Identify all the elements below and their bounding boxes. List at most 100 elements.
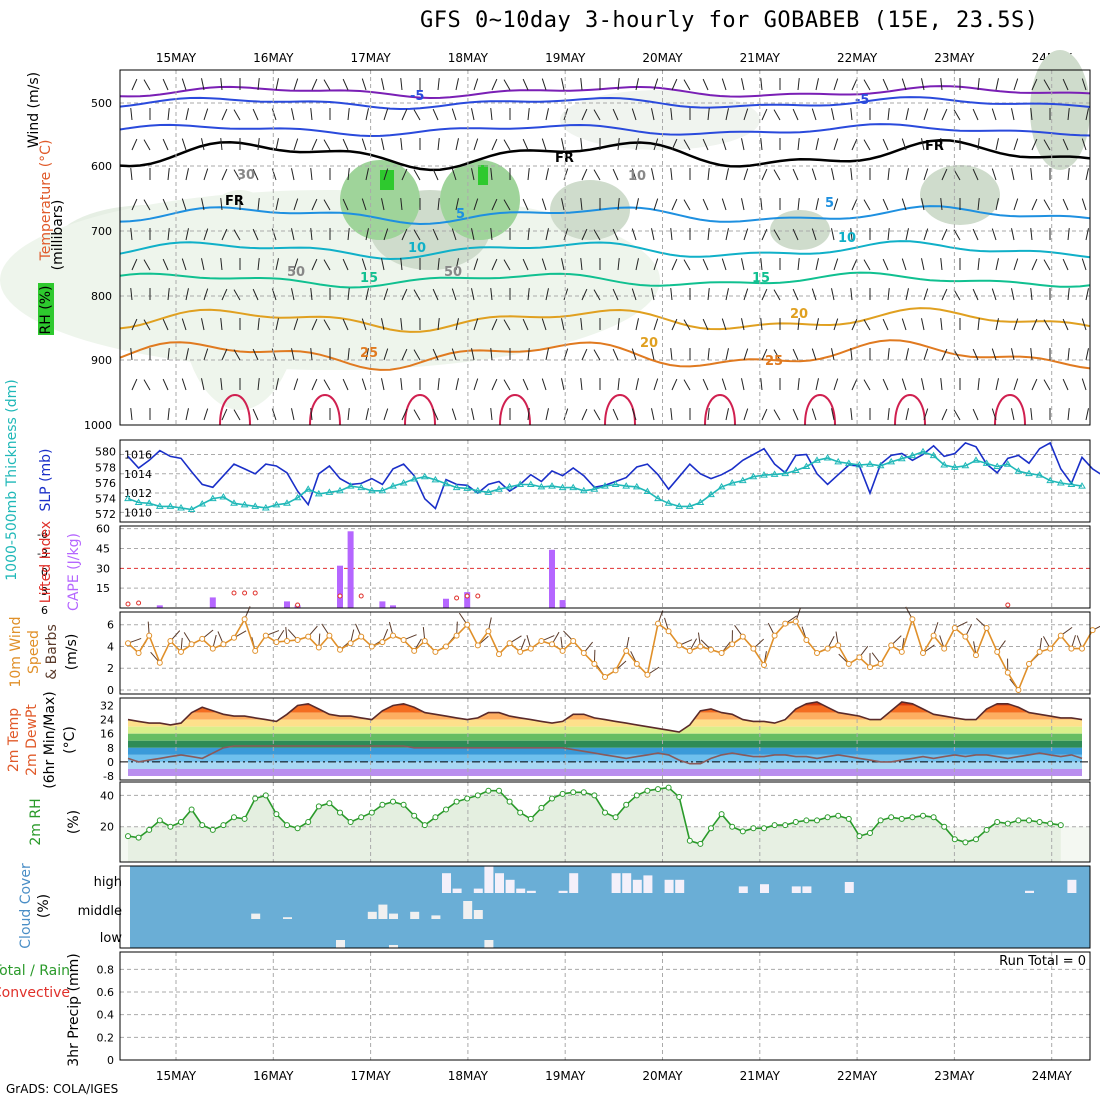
bottom-day-label: 20MAY	[642, 1069, 683, 1083]
lifted-index-point	[126, 602, 130, 606]
rh-line-point	[210, 827, 215, 832]
high-cloud-bar	[559, 891, 568, 893]
pressure-tick: 600	[91, 160, 112, 173]
wind-speed-line-point	[751, 646, 756, 651]
rh-line-point	[698, 841, 703, 846]
rh-line-point	[232, 815, 237, 820]
wind-speed-line-point	[444, 644, 449, 649]
contour-label: 30	[237, 168, 255, 183]
slp-tick: 1010	[124, 506, 152, 519]
bottom-day-label: 23MAY	[934, 1069, 975, 1083]
wind-speed-line-point	[762, 662, 767, 667]
high-cloud-bar	[495, 873, 504, 893]
wind-speed-line-point	[327, 633, 332, 638]
middle-cloud-bar	[463, 901, 472, 919]
wind-speed-line-point	[836, 643, 841, 648]
bottom-day-label: 15MAY	[156, 1069, 197, 1083]
rh-line-point	[825, 815, 830, 820]
rh-line-point	[931, 815, 936, 820]
rh-line-point	[454, 799, 459, 804]
temp-band	[120, 762, 1090, 769]
wind-speed-line-point	[963, 634, 968, 639]
wind-speed-line-point	[306, 634, 311, 639]
wind-speed-line-point	[624, 648, 629, 653]
wind-speed-line-point	[899, 649, 904, 654]
high-cloud-bar	[527, 891, 536, 893]
wind-speed-line-point	[528, 646, 533, 651]
rh-line-point	[942, 824, 947, 829]
wind-speed-line-point	[338, 647, 343, 652]
rh-tick: 20	[100, 821, 114, 834]
contour-label: 20	[640, 336, 658, 351]
rh-line-point	[995, 820, 1000, 825]
precip-tick: 0.6	[97, 986, 115, 999]
cloud-axis-label-1: Cloud Cover	[18, 863, 34, 949]
wind-speed-line	[128, 619, 1093, 690]
wind-speed-line-point	[921, 651, 926, 656]
cape-tick: 45	[96, 542, 110, 555]
temp-tick: 32	[100, 700, 114, 713]
high-cloud-bar	[442, 873, 451, 893]
wind-speed-line-point	[263, 633, 268, 638]
wind-speed-line-point	[179, 649, 184, 654]
wind-speed-line-point	[295, 637, 300, 642]
contour-label: 5	[456, 207, 465, 222]
rh-line-point	[624, 802, 629, 807]
middle-cloud-bar	[368, 912, 377, 919]
top-day-label: 22MAY	[837, 51, 878, 65]
cloud-level-label: high	[94, 875, 122, 890]
middle-cloud-bar	[431, 915, 440, 919]
wind-speed-line-point	[242, 617, 247, 622]
rh-line-point	[952, 837, 957, 842]
rh-line-point	[348, 820, 353, 825]
rh-line-point	[603, 810, 608, 815]
rh-line-point	[613, 815, 618, 820]
cloud-axis-label-2: (%)	[36, 894, 52, 918]
rh-line-point	[1048, 821, 1053, 826]
bottom-day-label: 24MAY	[1032, 1069, 1073, 1083]
temp-axis-label-4: (°C)	[62, 726, 78, 754]
rh-line-point	[147, 827, 152, 832]
wind-speed-line-point	[910, 617, 915, 622]
rh-line-point	[740, 829, 745, 834]
contour-label: 5	[825, 196, 834, 211]
rh-line-point	[497, 788, 502, 793]
wind-speed-line-point	[1016, 688, 1021, 693]
wind-speed-line-point	[698, 644, 703, 649]
top-day-label: 21MAY	[740, 51, 781, 65]
rh-line-point	[157, 818, 162, 823]
slp-tick: 1014	[124, 468, 152, 481]
rh-line-point	[889, 815, 894, 820]
lifted-index-point	[465, 594, 469, 598]
middle-cloud-bar	[474, 910, 483, 919]
rh-line-point	[401, 802, 406, 807]
rh-line-point	[263, 793, 268, 798]
wind-speed-line-point	[571, 639, 576, 644]
run-total-label: Run Total = 0	[999, 954, 1086, 969]
temp-band	[120, 748, 1090, 755]
rh-line-point	[560, 791, 565, 796]
wind-tick: 6	[107, 619, 114, 632]
contour-label: 25	[765, 354, 783, 369]
bottom-day-label: 22MAY	[837, 1069, 878, 1083]
high-cloud-bar	[739, 886, 748, 893]
rh-line-point	[444, 807, 449, 812]
rh-axis-label-1: 2m RH	[28, 798, 44, 845]
rh-line-point	[550, 796, 555, 801]
contour-label: 10	[628, 169, 646, 184]
rh-line-point	[1027, 818, 1032, 823]
wind-speed-line-point	[221, 642, 226, 647]
rh-line-point	[539, 805, 544, 810]
rh-line-point	[528, 816, 533, 821]
wind-speed-line-point	[210, 646, 215, 651]
cape-bar	[443, 599, 449, 608]
precip-tick: 0.4	[97, 1009, 115, 1022]
wind-tick: 4	[107, 640, 114, 653]
wind-speed-line-point	[1005, 670, 1010, 675]
pressure-tick: 900	[91, 354, 112, 367]
rh-line-point	[316, 804, 321, 809]
rh-line-point	[666, 785, 671, 790]
wind-speed-line-point	[391, 633, 396, 638]
wind-speed-line-point	[157, 660, 162, 665]
